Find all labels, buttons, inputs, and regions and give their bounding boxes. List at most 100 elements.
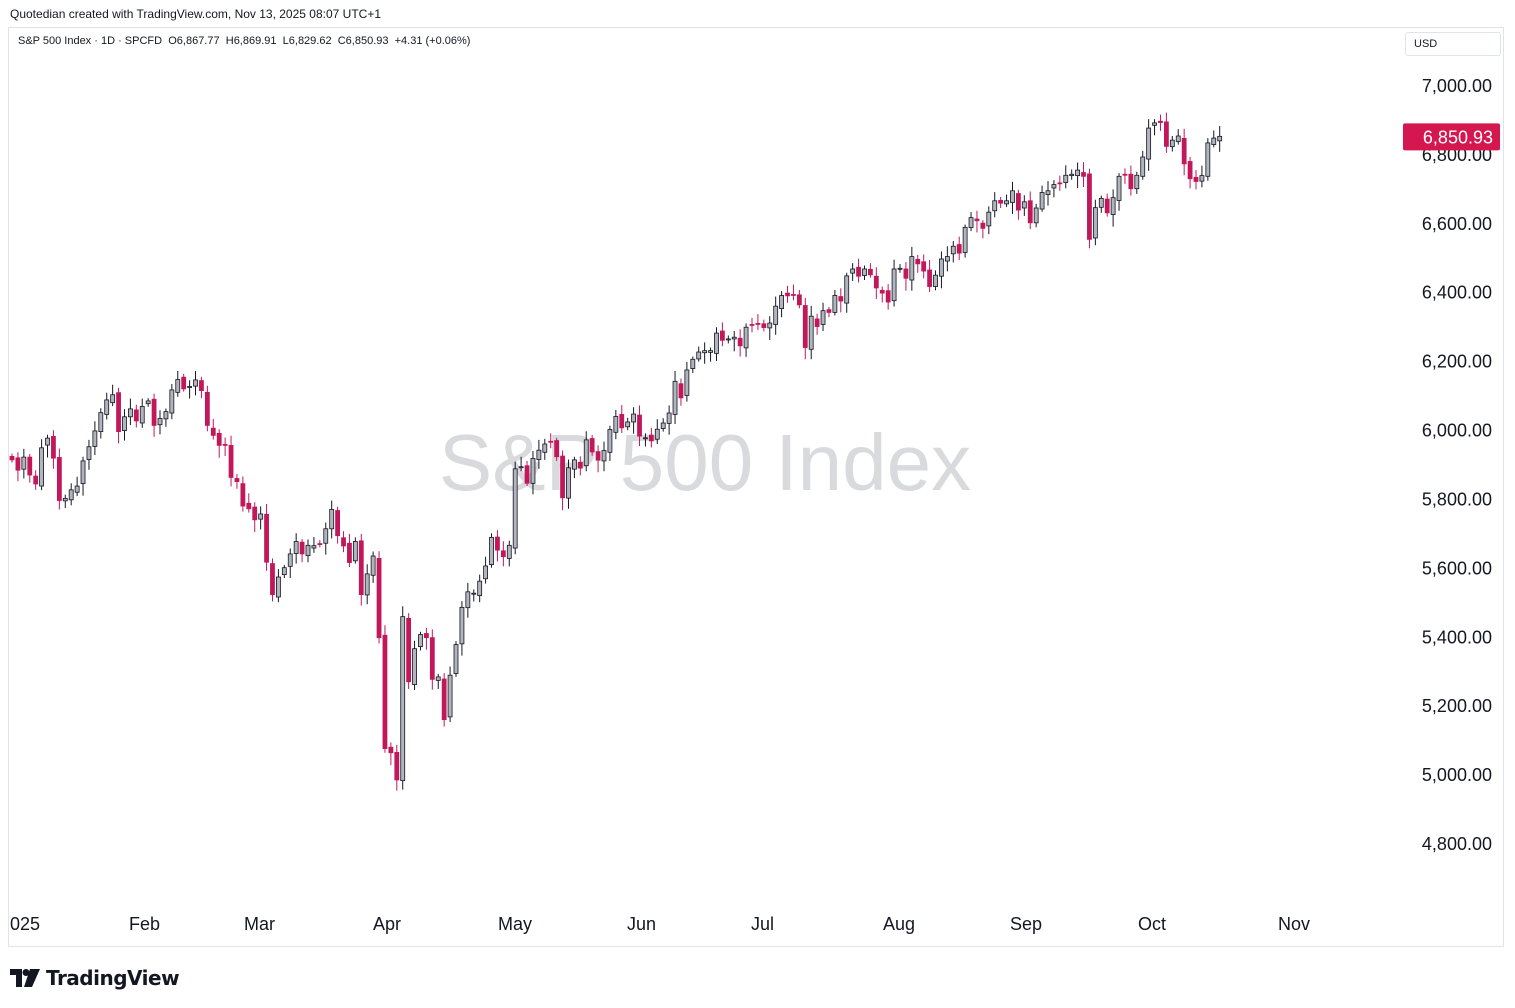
candle-body [536, 449, 542, 460]
candle-body [1122, 173, 1128, 176]
candle-body [80, 460, 86, 485]
candle [228, 435, 234, 487]
candle-body [347, 542, 352, 563]
candle-body [287, 553, 293, 567]
candle-body [1021, 201, 1027, 209]
candle [56, 448, 62, 510]
candle-body [702, 350, 708, 354]
candle [1187, 157, 1193, 189]
legend-symbol[interactable]: S&P 500 Index · 1D · SPCFD [18, 35, 163, 47]
candle-body [358, 540, 364, 595]
candle [15, 452, 21, 482]
candle [394, 744, 400, 791]
candle-body [453, 644, 459, 674]
candle-body [157, 418, 163, 426]
candle [844, 272, 850, 313]
candle-body [1175, 135, 1181, 142]
candle-body [489, 536, 494, 566]
candle [648, 427, 654, 448]
candle [441, 673, 447, 727]
candle-body [915, 258, 921, 265]
candle-body [548, 440, 554, 443]
candle-body [826, 309, 832, 313]
candle [607, 425, 613, 461]
candle [601, 441, 607, 472]
candle [986, 206, 992, 235]
candle-body [838, 296, 844, 302]
last-price-tag: 6,850.93 [1403, 123, 1500, 151]
candle-body [329, 509, 335, 530]
tradingview-logo-icon [10, 969, 40, 987]
candle [110, 384, 116, 407]
candle-body [868, 268, 873, 276]
candle [548, 433, 554, 449]
candle [317, 540, 323, 548]
time-axis[interactable]: 025 Feb Mar Apr May Jun Jul Aug Sep Oct Nov [10, 914, 1310, 934]
candle-body [311, 545, 317, 549]
candle [139, 398, 145, 428]
candle-body [441, 678, 447, 721]
candle-body [956, 244, 962, 254]
legend-open-label: O [168, 35, 177, 47]
candle-body [98, 412, 104, 433]
candle [92, 421, 98, 456]
legend-low: 6,829.62 [288, 35, 332, 47]
candle-body [1146, 127, 1152, 160]
candle-body [761, 323, 767, 328]
candle-body [749, 324, 755, 326]
candle-body [222, 443, 228, 446]
candle [9, 453, 15, 463]
candle [1128, 165, 1134, 196]
candle [489, 533, 494, 568]
candle [572, 456, 577, 479]
candle [826, 306, 832, 318]
candle [1152, 119, 1157, 136]
candle [193, 370, 198, 396]
candle-body [1051, 184, 1057, 189]
candle [696, 346, 702, 362]
price-axis[interactable]: 7,000.006,800.006,600.006,400.006,200.00… [1422, 76, 1492, 854]
candle-body [933, 274, 938, 287]
candle-body [1152, 122, 1157, 126]
candle-body [1063, 174, 1069, 183]
candle [163, 408, 169, 427]
candle [329, 500, 335, 539]
candle [311, 537, 317, 553]
candle-body [459, 606, 465, 645]
candle-body [832, 295, 838, 313]
candle [702, 342, 708, 364]
candle-body [483, 565, 489, 580]
candle-body [643, 437, 648, 440]
candle [968, 212, 974, 232]
y-tick-label: 6,400.00 [1422, 283, 1492, 303]
candle-body [62, 498, 68, 502]
candle [613, 409, 619, 440]
candle-body [1217, 135, 1223, 142]
candle [104, 392, 110, 420]
candle-body [607, 429, 613, 453]
symbol-watermark: S&P 500 Index [439, 418, 971, 507]
candle-body [879, 289, 885, 294]
candle-body [477, 580, 483, 597]
candle [1004, 194, 1009, 207]
candle-body [779, 295, 784, 310]
candle [459, 601, 465, 656]
candle [453, 641, 459, 677]
candle [1134, 171, 1140, 194]
candle [1199, 165, 1205, 188]
candle [1175, 129, 1181, 145]
legend-close-label: C [337, 35, 346, 47]
x-tick-label: Nov [1278, 914, 1310, 934]
candle [654, 419, 660, 445]
candle [1092, 199, 1098, 246]
currency-selector[interactable]: USD [1405, 32, 1501, 56]
candle-body [518, 466, 524, 469]
tradingview-logo[interactable]: TradingView [10, 966, 180, 990]
candle [275, 569, 281, 603]
candle [210, 418, 216, 440]
candle [471, 589, 477, 602]
candle-body [423, 633, 429, 639]
candle-body [74, 485, 80, 493]
legend-high: 6,869.91 [233, 35, 277, 47]
